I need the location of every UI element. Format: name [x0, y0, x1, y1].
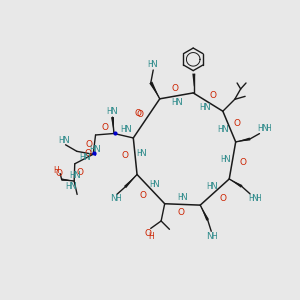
Text: N: N: [180, 194, 187, 202]
Text: N: N: [261, 124, 268, 134]
Text: O: O: [134, 109, 141, 118]
Text: H: H: [136, 149, 142, 158]
Text: H: H: [211, 232, 217, 241]
Text: N: N: [150, 60, 157, 69]
Text: H: H: [70, 172, 75, 181]
Text: N: N: [69, 182, 76, 191]
Text: N: N: [110, 107, 116, 116]
Text: H: H: [248, 194, 254, 202]
Text: O: O: [102, 123, 109, 132]
Text: N: N: [73, 172, 80, 181]
Polygon shape: [200, 205, 209, 220]
Text: O: O: [56, 169, 63, 178]
Text: O: O: [209, 91, 216, 100]
Text: O: O: [177, 208, 184, 217]
Text: N: N: [124, 125, 131, 134]
Polygon shape: [236, 137, 250, 142]
Text: H: H: [218, 125, 224, 134]
Text: H: H: [121, 125, 126, 134]
Text: O: O: [122, 151, 129, 160]
Text: H: H: [257, 124, 263, 134]
Text: H: H: [80, 153, 85, 162]
Text: O: O: [234, 119, 241, 128]
Polygon shape: [124, 175, 137, 188]
Text: O: O: [84, 149, 91, 158]
Text: N: N: [93, 146, 100, 154]
Text: N: N: [62, 136, 69, 145]
Text: H: H: [115, 194, 121, 203]
Text: N: N: [251, 194, 258, 202]
Polygon shape: [229, 179, 242, 188]
Text: N: N: [139, 149, 146, 158]
Text: O: O: [140, 191, 147, 200]
Text: H: H: [177, 194, 183, 202]
Text: N: N: [224, 154, 230, 164]
Polygon shape: [111, 117, 114, 134]
Text: H: H: [220, 154, 226, 164]
Text: H: H: [58, 136, 64, 145]
Text: H: H: [65, 182, 71, 191]
Polygon shape: [93, 154, 96, 156]
Text: N: N: [206, 232, 213, 241]
Text: O: O: [219, 194, 226, 203]
Text: H: H: [90, 146, 95, 154]
Text: N: N: [175, 98, 182, 107]
Text: N: N: [221, 125, 228, 134]
Polygon shape: [61, 178, 74, 181]
Text: N: N: [83, 153, 90, 162]
Text: H: H: [149, 180, 155, 189]
Text: H: H: [256, 194, 261, 202]
Text: N: N: [110, 194, 117, 203]
Text: H: H: [148, 232, 154, 241]
Text: H: H: [53, 166, 59, 175]
Text: H: H: [106, 107, 112, 116]
Text: O: O: [172, 84, 179, 93]
Text: H: H: [199, 103, 205, 112]
Text: O: O: [136, 110, 143, 119]
Text: H: H: [206, 182, 212, 191]
Text: O: O: [239, 158, 247, 167]
Text: H: H: [172, 98, 177, 107]
Text: N: N: [202, 103, 209, 112]
Text: N: N: [210, 182, 217, 191]
Text: O: O: [85, 140, 92, 149]
Text: H: H: [265, 124, 271, 134]
Text: H: H: [147, 60, 152, 69]
Text: O: O: [76, 168, 84, 177]
Text: N: N: [153, 180, 159, 189]
Polygon shape: [192, 74, 195, 87]
Polygon shape: [149, 82, 160, 99]
Text: O: O: [144, 229, 151, 238]
